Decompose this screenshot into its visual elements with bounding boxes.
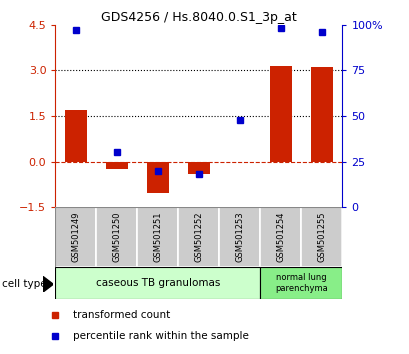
Bar: [219, 207, 260, 267]
Bar: [260, 267, 342, 299]
Text: GSM501252: GSM501252: [194, 212, 203, 262]
Text: GSM501250: GSM501250: [112, 212, 121, 262]
Text: caseous TB granulomas: caseous TB granulomas: [95, 278, 220, 288]
Bar: [55, 207, 96, 267]
Text: GSM501254: GSM501254: [276, 212, 285, 262]
Text: GSM501251: GSM501251: [153, 212, 162, 262]
Polygon shape: [43, 276, 53, 292]
Bar: [260, 207, 301, 267]
Bar: [310, 67, 333, 161]
Text: percentile rank within the sample: percentile rank within the sample: [73, 331, 249, 341]
Bar: [269, 66, 292, 161]
Bar: [146, 161, 169, 193]
Bar: [55, 267, 260, 299]
Bar: [228, 161, 251, 162]
Title: GDS4256 / Hs.8040.0.S1_3p_at: GDS4256 / Hs.8040.0.S1_3p_at: [101, 11, 296, 24]
Bar: [301, 207, 342, 267]
Bar: [137, 207, 178, 267]
Bar: [96, 207, 137, 267]
Text: GSM501249: GSM501249: [71, 212, 80, 262]
Bar: [187, 161, 210, 174]
Text: GSM501253: GSM501253: [235, 212, 244, 263]
Text: GSM501255: GSM501255: [317, 212, 326, 262]
Bar: [106, 161, 128, 169]
Text: transformed count: transformed count: [73, 310, 170, 320]
Text: normal lung
parenchyma: normal lung parenchyma: [274, 274, 327, 293]
Bar: [178, 207, 219, 267]
Bar: [65, 110, 87, 161]
Text: cell type: cell type: [2, 279, 47, 289]
